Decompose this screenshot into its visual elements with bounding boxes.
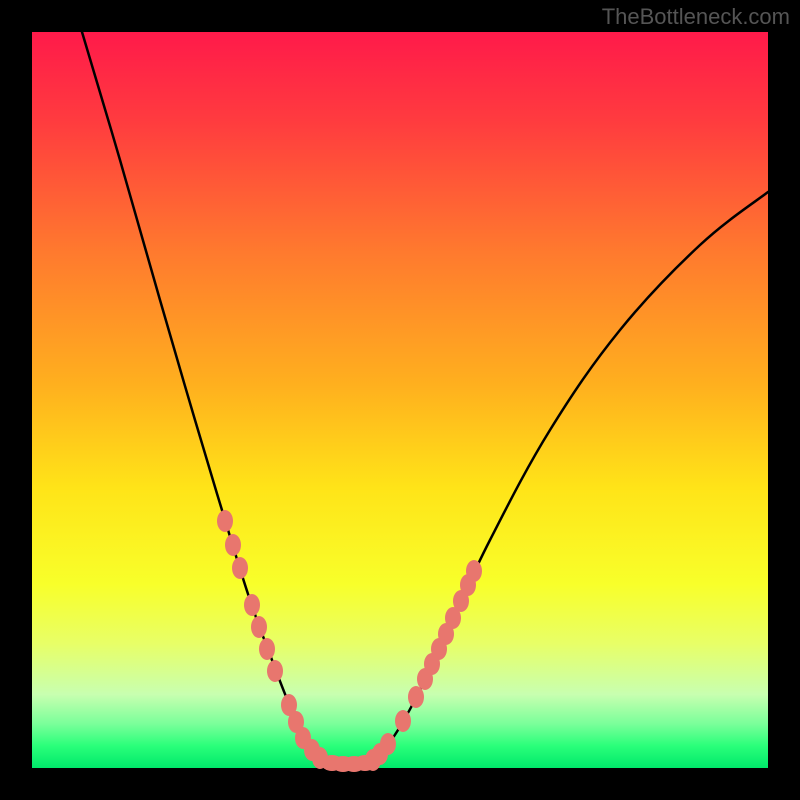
gradient-plot-area [32,32,768,768]
data-dot [217,510,233,532]
dots-valley [321,755,376,772]
data-dot [232,557,248,579]
data-dot [225,534,241,556]
data-dot [466,560,482,582]
data-dot [354,755,376,771]
data-dot [244,594,260,616]
data-dot [259,638,275,660]
chart-container: TheBottleneck.com [0,0,800,800]
data-dot [267,660,283,682]
data-dot [251,616,267,638]
watermark-text: TheBottleneck.com [602,4,790,30]
v-curve-chart [0,0,800,800]
data-dot [380,733,396,755]
data-dot [395,710,411,732]
data-dot [408,686,424,708]
